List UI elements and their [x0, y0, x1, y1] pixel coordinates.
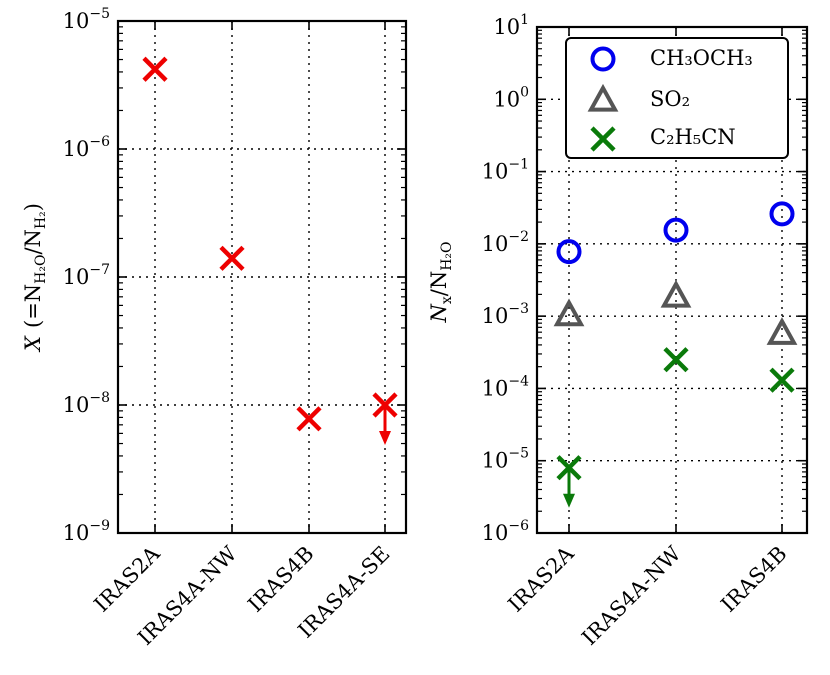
- right-point-ch-och-iras4b: [769, 201, 795, 227]
- right-xtick-label-iras4a-nw: IRAS4A-NW: [577, 541, 686, 650]
- right-point-c-h-cn-iras4b: [769, 367, 795, 393]
- legend: CH₃OCH₃ SO₂ C₂H₅CN: [565, 37, 789, 159]
- right-ylabel-main: N: [427, 304, 451, 324]
- left-y-axis-label: X (=NH₂O/NH₂): [21, 203, 49, 353]
- legend-marker-so: [587, 83, 619, 112]
- left-axes-frame: [116, 19, 408, 535]
- left-ylabel-slash: /N: [21, 229, 45, 254]
- legend-marker-ch-och: [590, 46, 616, 72]
- left-point-x-iras4a-nw: [219, 245, 245, 271]
- left-ylabel-main: X: [21, 335, 45, 353]
- legend-label-ch3och3: CH₃OCH₃: [650, 46, 753, 70]
- right-ytick-label: 10−6: [482, 518, 529, 545]
- left-xtick-label-iras4b: IRAS4B: [243, 542, 318, 617]
- right-ylabel-sub-main: x: [439, 296, 455, 304]
- legend-markers: [587, 46, 619, 152]
- right-data-points: [553, 201, 798, 508]
- right-xtick-label-iras2a: IRAS2A: [503, 541, 579, 617]
- right-upper-limit-arrow-iras2a: [563, 467, 575, 508]
- left-point-x-iras4b: [296, 406, 322, 432]
- right-ytick-label: 10−3: [482, 301, 529, 328]
- right-ytick-label: 100: [493, 84, 529, 111]
- right-point-ch-och-iras4a-nw: [663, 217, 689, 243]
- right-y-tick-labels: 10−6 10−5 10−4 10−3 10−2 10−1 100 101: [482, 12, 529, 545]
- left-ytick-label: 10−8: [63, 390, 110, 417]
- left-upper-limit-arrow-iras4a-se: [379, 405, 391, 445]
- right-gridlines: [537, 27, 807, 533]
- right-ytick-label: 10−1: [482, 157, 529, 184]
- right-ytick-label: 101: [493, 12, 529, 39]
- legend-label-c2h5cn: C₂H₅CN: [650, 125, 736, 149]
- left-ylabel-sub2: H₂: [33, 211, 49, 229]
- left-point-x-iras2a: [142, 56, 168, 82]
- left-ytick-label: 10−7: [63, 262, 110, 289]
- right-axes-frame: [535, 25, 809, 535]
- left-xtick-label-iras2a: IRAS2A: [89, 541, 165, 617]
- right-point-so-iras4b: [766, 317, 798, 345]
- legend-label-so2: SO₂: [650, 87, 690, 111]
- right-y-axis-label: Nx/NH₂O: [427, 241, 455, 323]
- left-gridlines: [118, 21, 406, 533]
- right-ylabel-sub2: H₂O: [439, 241, 455, 270]
- left-ylabel-eq: (=N: [21, 284, 45, 328]
- right-ytick-label: 10−4: [482, 373, 529, 400]
- left-ylabel-close: ): [21, 203, 45, 211]
- legend-box: [565, 37, 789, 159]
- right-ylabel-slash: /N: [427, 271, 451, 296]
- legend-marker-c-h-cn: [590, 126, 616, 152]
- left-data-points: [142, 56, 398, 445]
- right-point-so-iras2a: [553, 298, 585, 327]
- right-ytick-label: 10−5: [482, 446, 529, 473]
- right-point-ch-och-iras2a: [556, 239, 582, 265]
- left-ytick-label: 10−9: [63, 518, 110, 545]
- left-y-tick-labels: 10−9 10−8 10−7 10−6 10−5: [63, 6, 110, 545]
- right-point-so-iras4a-nw: [660, 279, 692, 308]
- right-ytick-label: 10−2: [482, 229, 529, 256]
- right-point-c-h-cn-iras4a-nw: [663, 347, 689, 373]
- right-xtick-label-iras4b: IRAS4B: [716, 542, 791, 617]
- left-ylabel-sub1: H₂O: [33, 255, 49, 284]
- left-ytick-label: 10−6: [63, 134, 110, 161]
- left-ytick-label: 10−5: [63, 6, 110, 33]
